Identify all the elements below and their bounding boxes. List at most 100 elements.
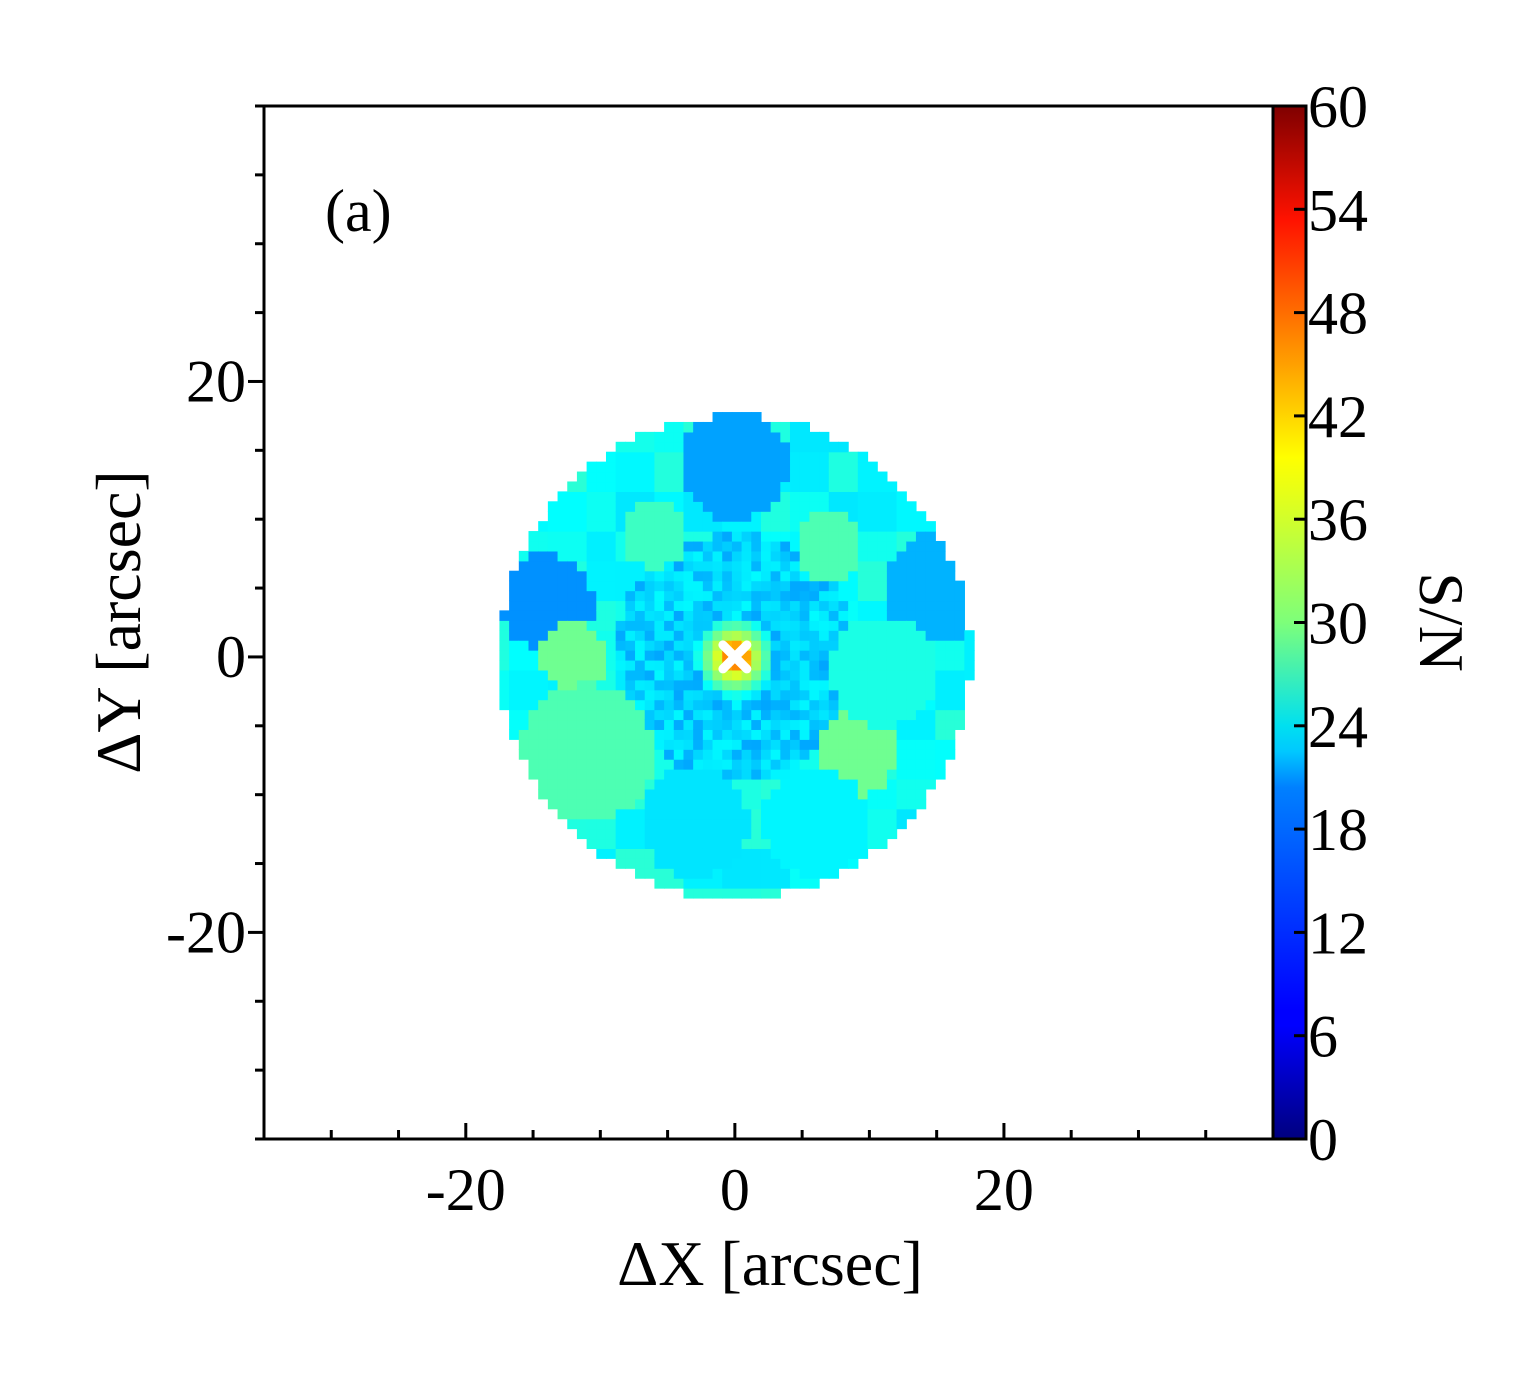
sn-cell bbox=[693, 878, 704, 889]
sn-cell bbox=[586, 788, 597, 800]
sn-cell bbox=[790, 451, 801, 463]
sn-cell bbox=[693, 560, 704, 572]
sn-cell bbox=[615, 808, 626, 820]
sn-cell bbox=[673, 540, 685, 552]
sn-cell bbox=[635, 709, 646, 721]
sn-cell bbox=[615, 729, 626, 740]
sn-cell bbox=[683, 580, 694, 592]
sn-cell bbox=[819, 679, 830, 691]
sn-cell bbox=[848, 471, 859, 483]
sn-cell bbox=[596, 679, 607, 691]
sn-cell bbox=[828, 570, 840, 582]
sn-cell bbox=[935, 570, 946, 582]
sn-cell bbox=[605, 769, 617, 780]
sn-cell bbox=[877, 560, 888, 572]
sn-cell bbox=[635, 600, 646, 611]
sn-cell bbox=[741, 868, 752, 879]
sn-cell bbox=[509, 669, 520, 681]
sn-cell bbox=[819, 501, 830, 512]
sn-cell bbox=[790, 620, 801, 631]
sn-cell bbox=[809, 669, 820, 681]
sn-cell bbox=[654, 798, 665, 810]
sn-cell bbox=[770, 511, 781, 522]
sn-cell bbox=[693, 630, 704, 641]
sn-cell bbox=[731, 540, 743, 552]
sn-cell bbox=[644, 491, 656, 502]
sn-cell bbox=[731, 798, 743, 810]
sn-cell bbox=[877, 669, 888, 681]
sn-cell bbox=[625, 620, 636, 631]
sn-cell bbox=[906, 769, 917, 780]
sn-cell bbox=[576, 471, 588, 483]
sn-cell bbox=[605, 540, 617, 552]
sn-cell bbox=[790, 848, 801, 859]
sn-cell bbox=[770, 808, 781, 820]
sn-cell bbox=[770, 729, 781, 740]
sn-cell bbox=[509, 679, 520, 691]
sn-cell bbox=[790, 749, 801, 760]
sn-cell bbox=[673, 848, 685, 859]
sn-cell bbox=[702, 679, 714, 691]
sn-cell bbox=[693, 749, 704, 760]
sn-cell bbox=[673, 471, 685, 483]
sn-cell bbox=[576, 729, 588, 740]
sn-cell bbox=[770, 570, 781, 582]
sn-cell bbox=[809, 848, 820, 859]
sn-cell bbox=[712, 709, 723, 721]
sn-cell bbox=[780, 828, 791, 840]
sn-cell bbox=[867, 689, 878, 701]
sn-cell bbox=[751, 421, 762, 433]
sn-cell bbox=[857, 709, 869, 721]
sn-cell bbox=[780, 769, 791, 780]
sn-cell bbox=[702, 788, 714, 800]
sn-cell bbox=[731, 471, 743, 483]
sn-cell bbox=[857, 471, 869, 483]
sn-cell bbox=[906, 650, 917, 661]
y-tick-label: 20 bbox=[186, 348, 246, 414]
sn-cell bbox=[654, 560, 665, 572]
sn-cell bbox=[877, 709, 888, 721]
colorbar-tick-label: 6 bbox=[1308, 1004, 1338, 1070]
sn-cell bbox=[838, 590, 849, 602]
sn-cell bbox=[731, 570, 743, 582]
sn-cell bbox=[702, 888, 714, 899]
sn-cell bbox=[712, 888, 723, 899]
sn-cell bbox=[615, 709, 626, 721]
sn-cell bbox=[857, 580, 869, 592]
sn-cell bbox=[664, 818, 675, 830]
sn-cell bbox=[683, 511, 694, 522]
sn-cell bbox=[518, 729, 530, 740]
sn-cell bbox=[731, 709, 743, 721]
sn-cell bbox=[819, 699, 830, 711]
sn-cell bbox=[760, 719, 772, 730]
sn-cell bbox=[857, 659, 869, 671]
sn-cell bbox=[605, 560, 617, 572]
sn-cell bbox=[857, 590, 869, 602]
sn-cell bbox=[605, 669, 617, 681]
sn-cell bbox=[722, 421, 733, 433]
sn-cell bbox=[906, 511, 917, 522]
sn-cell bbox=[557, 669, 568, 681]
sn-cell bbox=[809, 461, 820, 473]
sn-cell bbox=[867, 749, 878, 760]
sn-cell bbox=[857, 838, 869, 849]
sn-cell bbox=[731, 719, 743, 730]
sn-cell bbox=[547, 669, 559, 681]
sn-cell bbox=[770, 838, 781, 849]
sn-cell bbox=[964, 669, 975, 681]
sn-cell bbox=[770, 421, 781, 433]
sn-cell bbox=[644, 868, 656, 879]
sn-cell bbox=[683, 560, 694, 572]
sn-cell bbox=[567, 600, 578, 611]
sn-cell bbox=[751, 848, 762, 859]
sn-cell bbox=[683, 679, 694, 691]
sn-cell bbox=[799, 769, 810, 780]
sn-cell bbox=[654, 709, 665, 721]
sn-cell bbox=[915, 788, 927, 800]
sn-cell bbox=[877, 650, 888, 661]
sn-cell bbox=[867, 828, 878, 840]
sn-cell bbox=[741, 729, 752, 740]
sn-cell bbox=[896, 669, 907, 681]
sn-cell bbox=[838, 669, 849, 681]
sn-cell bbox=[538, 630, 549, 641]
